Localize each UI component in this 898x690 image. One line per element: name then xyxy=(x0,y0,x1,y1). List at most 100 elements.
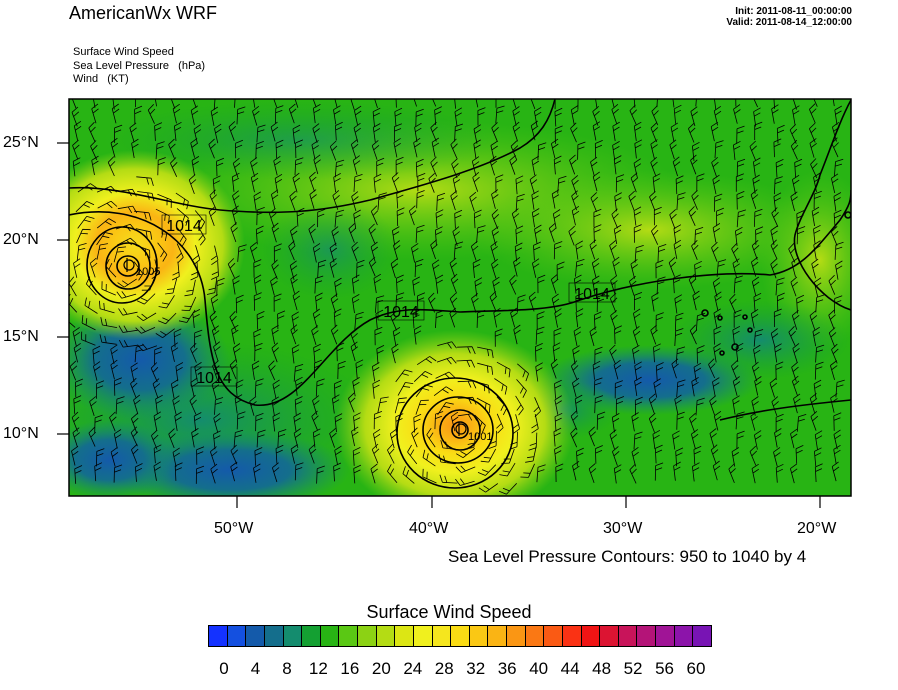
wind-barb xyxy=(153,444,162,464)
colorbar-tick-label: 4 xyxy=(250,659,261,678)
wind-barb xyxy=(312,243,321,263)
colorbar-tick-label: 48 xyxy=(592,659,612,678)
wind-barb xyxy=(754,430,762,450)
wind-barb xyxy=(129,122,137,143)
wind-barb xyxy=(110,359,118,380)
wind-barb xyxy=(495,105,505,124)
wind-barb xyxy=(449,307,457,328)
wind-barb xyxy=(457,380,477,389)
wind-barb xyxy=(174,121,182,141)
wind-barb xyxy=(753,329,764,347)
colorbar-tick-label: 44 xyxy=(560,659,580,678)
wind-barb xyxy=(96,218,117,229)
wind-barb xyxy=(775,361,784,381)
wind-barb xyxy=(152,378,161,399)
wind-barb xyxy=(513,256,521,277)
wind-barb xyxy=(270,276,278,296)
wind-barb xyxy=(790,428,798,449)
wind-barb xyxy=(91,155,99,176)
contour-label: 1014 xyxy=(568,282,616,303)
wind-barb xyxy=(810,411,819,431)
wind-barb xyxy=(733,309,742,328)
wind-barb xyxy=(135,228,153,240)
wind-barb xyxy=(372,379,381,399)
wind-barb xyxy=(153,461,161,481)
wind-barb xyxy=(510,140,519,161)
wind-barb xyxy=(277,429,287,448)
wind-barb xyxy=(334,159,345,178)
wind-barb xyxy=(814,430,823,450)
wind-barb xyxy=(648,393,657,414)
colorbar-swatch xyxy=(264,626,284,646)
wind-barb xyxy=(534,106,542,127)
wind-barb xyxy=(775,413,784,433)
wind-barb xyxy=(492,276,500,297)
wind-barb xyxy=(168,138,176,159)
wind-barb xyxy=(475,99,479,108)
contour-label-text: 1014 xyxy=(574,286,610,303)
wind-barb xyxy=(333,462,342,482)
wind-barb xyxy=(411,427,419,448)
wind-barb xyxy=(333,105,341,125)
wind-barb xyxy=(593,377,603,396)
wind-barb xyxy=(773,308,782,328)
wind-barb xyxy=(294,462,304,481)
wind-barb xyxy=(134,210,152,221)
wind-barb xyxy=(395,292,405,311)
wind-barb xyxy=(237,244,247,262)
wind-barb xyxy=(333,173,341,193)
wind-barb xyxy=(634,396,643,416)
wind-barb xyxy=(770,328,779,348)
wind-barb xyxy=(81,331,96,346)
wind-barb xyxy=(651,292,659,312)
wind-barb xyxy=(828,327,837,348)
colorbar-swatch xyxy=(674,626,694,646)
wind-barb xyxy=(676,379,686,398)
wind-barb xyxy=(831,461,840,482)
map-frame xyxy=(68,98,852,497)
wind-barb xyxy=(254,343,263,362)
wind-barb xyxy=(350,99,355,110)
wind-barb xyxy=(333,308,342,328)
wind-barb xyxy=(753,292,762,312)
wind-barb xyxy=(415,158,424,178)
wind-barb xyxy=(273,293,282,312)
colorbar-swatch xyxy=(209,626,228,646)
wind-barb xyxy=(733,140,741,160)
wind-barb xyxy=(650,122,659,143)
wind-barb xyxy=(194,210,206,230)
wind-barb xyxy=(155,141,165,160)
colorbar-title: Surface Wind Speed xyxy=(366,602,532,622)
wind-barb xyxy=(650,156,658,177)
wind-barb xyxy=(251,360,260,380)
wind-barb xyxy=(334,209,345,228)
wind-barb xyxy=(454,99,456,109)
wind-barb xyxy=(569,154,577,175)
wind-barb xyxy=(117,278,137,288)
wind-barb xyxy=(334,413,343,433)
wind-barb xyxy=(72,157,81,177)
wind-barb xyxy=(811,258,819,279)
wind-barb xyxy=(311,325,319,346)
colorbar-swatch xyxy=(525,626,545,646)
wind-barb xyxy=(613,464,622,484)
wind-barb xyxy=(609,240,617,260)
wind-barb xyxy=(577,141,586,160)
wind-barb xyxy=(709,395,717,416)
wind-barb xyxy=(396,274,404,294)
wind-barb xyxy=(352,447,361,466)
wind-barb xyxy=(672,156,681,177)
weather-map: 1014 1014 1014 1014 1005 1001 xyxy=(57,98,852,508)
wind-barb xyxy=(572,345,580,365)
wind-barb xyxy=(532,258,540,278)
wind-barb xyxy=(412,309,421,329)
wind-barb xyxy=(809,393,818,413)
wind-barb xyxy=(714,193,723,212)
wind-barb xyxy=(469,191,477,212)
wind-barb xyxy=(155,394,163,414)
wind-barb xyxy=(593,224,602,243)
wind-barb xyxy=(711,156,719,177)
wind-barb xyxy=(211,379,220,400)
wind-barb xyxy=(713,308,721,328)
wind-barb xyxy=(110,137,119,158)
